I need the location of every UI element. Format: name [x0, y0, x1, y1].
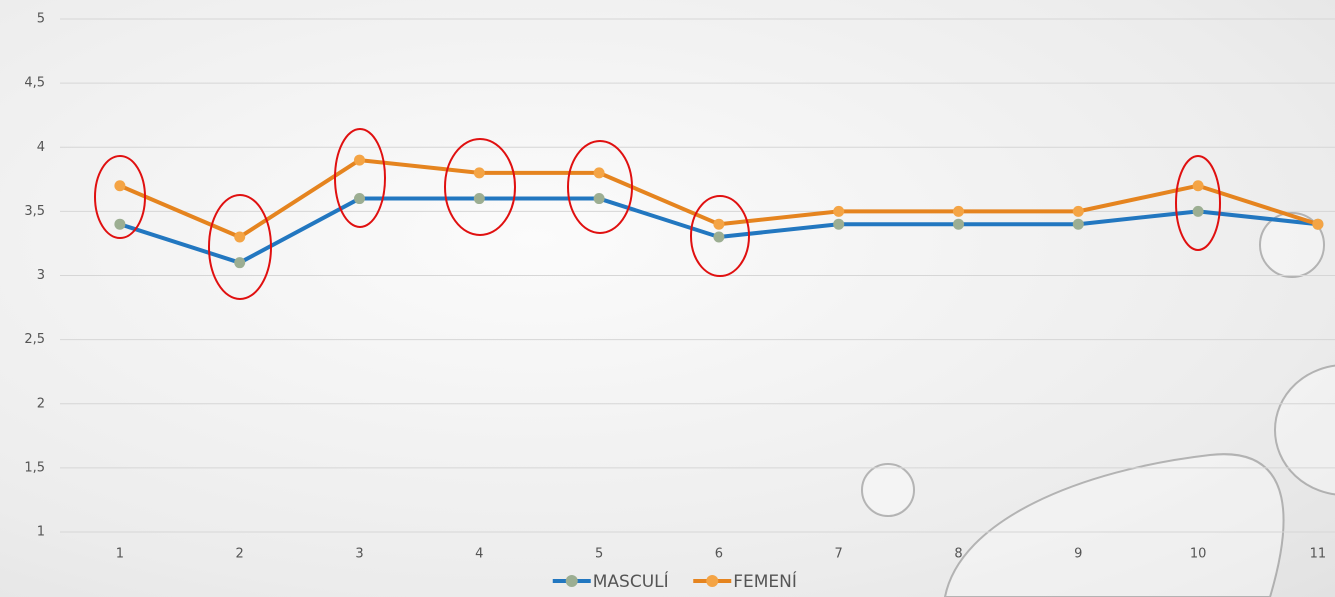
data-point: [713, 232, 724, 243]
legend-marker: [566, 575, 578, 587]
data-point: [833, 219, 844, 230]
y-tick-label: 5: [37, 12, 45, 27]
legend-marker: [706, 575, 718, 587]
x-tick-label: 1: [116, 547, 124, 562]
data-point: [953, 206, 964, 217]
data-point: [594, 167, 605, 178]
data-point: [713, 219, 724, 230]
legend-text: FEMENÍ: [733, 570, 797, 592]
y-tick-label: 2: [37, 396, 45, 411]
data-point: [354, 193, 365, 204]
chart: 1 1,5 2 2,5 3 3,5 4 4,5 5 1 2 3 4 5 6 7 8 9 10 11 MASCULÍ FE…: [0, 0, 1335, 597]
legend-text: MASCULÍ: [593, 570, 669, 592]
data-point: [474, 193, 485, 204]
y-tick-label: 1,5: [24, 460, 45, 475]
decoration: [862, 213, 1335, 597]
data-point: [1312, 219, 1323, 230]
y-tick-label: 2,5: [24, 332, 45, 347]
x-tick-label: 2: [236, 547, 244, 562]
data-point: [234, 232, 245, 243]
highlight-circles: [95, 129, 1220, 299]
x-tick-label: 5: [595, 547, 603, 562]
y-tick-label: 4: [37, 140, 45, 155]
data-point: [1193, 180, 1204, 191]
x-tick-label: 10: [1190, 547, 1207, 562]
x-tick-label: 6: [715, 547, 723, 562]
x-tick-label: 8: [954, 547, 962, 562]
x-tick-label: 3: [355, 547, 363, 562]
x-tick-label: 9: [1074, 547, 1082, 562]
data-point: [114, 180, 125, 191]
data-point: [474, 167, 485, 178]
x-tick-label: 4: [475, 547, 483, 562]
data-point: [354, 155, 365, 166]
y-tick-label: 1: [37, 525, 45, 540]
x-tick-label: 11: [1310, 547, 1327, 562]
series-line: [120, 199, 1318, 263]
data-point: [953, 219, 964, 230]
data-point: [1073, 206, 1084, 217]
data-point: [114, 219, 125, 230]
x-tick-label: 7: [835, 547, 843, 562]
data-point: [234, 257, 245, 268]
y-tick-label: 3,5: [24, 204, 45, 219]
data-point: [594, 193, 605, 204]
data-point: [833, 206, 844, 217]
data-point: [1193, 206, 1204, 217]
data-point: [1073, 219, 1084, 230]
y-tick-label: 3: [37, 268, 45, 283]
y-tick-label: 4,5: [24, 76, 45, 91]
